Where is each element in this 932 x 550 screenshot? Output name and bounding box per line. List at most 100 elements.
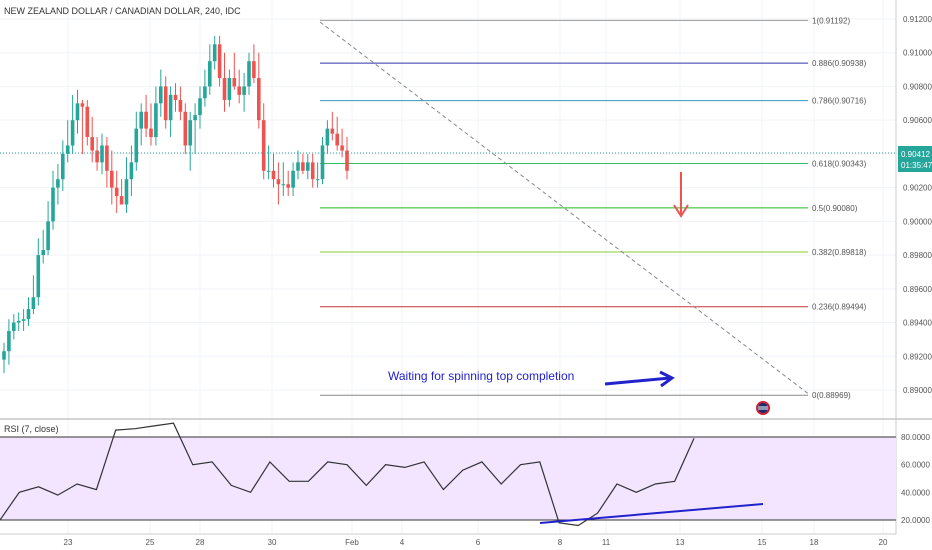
- time-tick-label: 25: [146, 538, 155, 547]
- price-tick-label: 0.91200: [903, 15, 932, 24]
- candle-body: [203, 86, 207, 99]
- candle-body: [90, 137, 94, 151]
- candle-body: [183, 111, 188, 146]
- candle-body: [340, 145, 344, 151]
- price-tick-label: 0.89800: [903, 251, 932, 260]
- candle-body: [198, 98, 202, 116]
- time-tick-label: 15: [758, 538, 767, 547]
- candle-body: [110, 170, 114, 188]
- candle-body: [168, 94, 173, 121]
- candle-body: [159, 86, 163, 104]
- time-tick-label: 11: [602, 538, 611, 547]
- fib-level-label: 0.886(0.90938): [812, 59, 867, 68]
- new-zealand-flag-icon[interactable]: [756, 401, 770, 415]
- candle-body: [95, 150, 99, 163]
- time-tick-label: 23: [64, 538, 73, 547]
- down-arrow-marker[interactable]: [673, 172, 689, 218]
- price-tick-label: 0.89000: [903, 386, 932, 395]
- candle-body: [16, 320, 21, 323]
- candle-body: [227, 78, 232, 100]
- descending-trendline[interactable]: [319, 21, 811, 396]
- candle-body: [217, 44, 222, 79]
- rsi-tick-label: 80.0000: [901, 433, 930, 442]
- candle-body: [242, 86, 246, 95]
- candle-body: [41, 250, 45, 256]
- candle-body: [178, 99, 183, 112]
- rsi-line: [0, 422, 695, 527]
- rsi-band: [0, 437, 896, 520]
- fib-level-label: 1(0.91192): [812, 16, 850, 25]
- candle-body: [56, 179, 60, 188]
- candle-body: [124, 179, 129, 205]
- rsi-label: RSI (7, close): [4, 424, 59, 434]
- rsi-pane[interactable]: 80.0000 60.0000 40.0000 20.0000: [0, 422, 930, 527]
- rsi-tick-label: 40.0000: [901, 488, 930, 497]
- candle-body: [310, 162, 315, 180]
- candle-body: [26, 309, 31, 320]
- candle-body: [208, 61, 212, 87]
- candle-body: [193, 115, 197, 121]
- time-tick-label: 6: [476, 538, 481, 547]
- candle-body: [296, 162, 300, 171]
- candle-body: [261, 120, 266, 171]
- price-tick-label: 0.90600: [903, 116, 932, 125]
- time-tick-label: 30: [268, 538, 277, 547]
- candle-body: [330, 128, 335, 134]
- candle-body: [247, 61, 251, 87]
- candle-body: [7, 330, 11, 352]
- candle-body: [114, 187, 119, 197]
- candle-body: [173, 94, 178, 100]
- fib-level-label: 0(0.88969): [812, 391, 851, 400]
- candle-body: [134, 128, 139, 163]
- candle-body: [70, 120, 75, 146]
- candle-body: [21, 319, 26, 321]
- candle-body: [36, 255, 41, 298]
- blue-arrow-marker[interactable]: [604, 370, 675, 388]
- rsi-tick-label: 20.0000: [901, 516, 930, 525]
- countdown-label: 01:35:47: [901, 161, 932, 170]
- price-tick-label: 0.89400: [903, 319, 932, 328]
- candle-body: [129, 162, 134, 180]
- candle-body: [2, 351, 6, 360]
- candlesticks: [2, 35, 349, 374]
- candle-body: [281, 184, 286, 186]
- candle-body: [320, 145, 325, 180]
- candle-body: [301, 162, 305, 171]
- candle-body: [163, 86, 168, 121]
- candle-body: [306, 162, 310, 171]
- rsi-divergence-line: [539, 503, 764, 524]
- rsi-tick-label: 60.0000: [901, 461, 930, 470]
- candle-body: [252, 61, 256, 79]
- candle-body: [12, 322, 16, 331]
- candle-body: [80, 103, 85, 107]
- price-tick-label: 0.89200: [903, 352, 932, 361]
- price-tick-label: 0.90800: [903, 82, 932, 91]
- price-tick-label: 0.89600: [903, 285, 932, 294]
- candle-body: [119, 196, 124, 205]
- candle-body: [232, 78, 237, 87]
- time-tick-label: Feb: [345, 538, 359, 547]
- price-axis[interactable]: [896, 0, 932, 416]
- candle-body: [105, 145, 109, 171]
- time-axis[interactable]: 23 25 28 30 Feb 4 6 8 11 13 15 18 20: [64, 538, 888, 547]
- candle-body: [139, 111, 143, 129]
- time-tick-label: 13: [676, 538, 685, 547]
- fib-level-label: 0.5(0.90080): [812, 204, 858, 213]
- candle-body: [257, 78, 261, 121]
- candle-body: [276, 179, 281, 185]
- annotation-text[interactable]: Waiting for spinning top completion: [388, 369, 574, 383]
- candle-body: [271, 170, 276, 180]
- time-tick-label: 28: [196, 538, 205, 547]
- candle-body: [212, 44, 217, 62]
- candle-body: [154, 103, 158, 138]
- candle-body: [46, 221, 50, 251]
- candle-body: [335, 133, 339, 146]
- current-price-box: [898, 146, 932, 172]
- candle-body: [100, 145, 104, 163]
- fibonacci-retracement[interactable]: 1(0.91192) 0.886(0.90938) 0.786(0.90716) 0.…: [320, 16, 867, 400]
- candle-body: [286, 184, 290, 188]
- candle-body: [237, 86, 241, 95]
- fib-level-label: 0.236(0.89494): [812, 303, 867, 312]
- current-price-label: 0.90412: [901, 150, 930, 159]
